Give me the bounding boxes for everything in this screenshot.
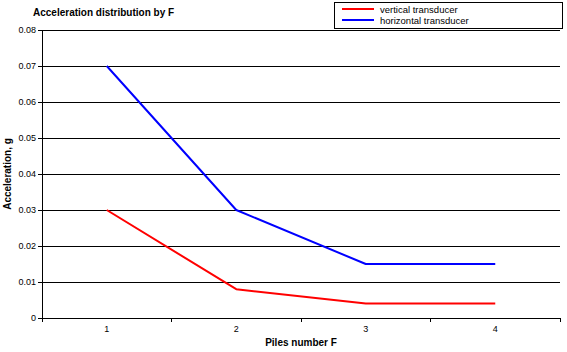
y-tick bbox=[38, 30, 42, 31]
legend bbox=[334, 2, 562, 28]
x-tick bbox=[171, 318, 172, 322]
x-tick bbox=[430, 318, 431, 322]
grid-line bbox=[42, 66, 560, 67]
y-tick-label: 0.03 bbox=[18, 205, 36, 215]
y-tick-label: 0.02 bbox=[18, 241, 36, 251]
y-tick-label: 0.01 bbox=[18, 277, 36, 287]
x-tick-label: 4 bbox=[493, 324, 498, 334]
series-line bbox=[107, 210, 496, 304]
x-tick bbox=[42, 318, 43, 322]
x-tick bbox=[560, 318, 561, 322]
y-tick-label: 0.06 bbox=[18, 97, 36, 107]
y-tick bbox=[38, 210, 42, 211]
y-tick-label: 0.08 bbox=[18, 25, 36, 35]
x-tick-label: 3 bbox=[363, 324, 368, 334]
y-axis-label: Acceleration, g bbox=[2, 138, 13, 210]
y-tick bbox=[38, 246, 42, 247]
x-tick-label: 2 bbox=[234, 324, 239, 334]
legend-label: vertical transducer bbox=[380, 4, 458, 15]
grid-line bbox=[42, 138, 560, 139]
x-tick-label: 1 bbox=[104, 324, 109, 334]
grid-line bbox=[42, 282, 560, 283]
y-axis bbox=[42, 30, 43, 318]
y-tick bbox=[38, 138, 42, 139]
y-tick bbox=[38, 318, 42, 319]
plot-area bbox=[107, 66, 496, 304]
grid-line bbox=[42, 102, 560, 103]
y-tick-label: 0 bbox=[31, 313, 36, 323]
y-tick bbox=[38, 102, 42, 103]
grid-line bbox=[42, 30, 560, 31]
chart: 0 0.01 0.02 0.03 0.04 0.05 0.06 0.07 0.08 1 2 3 4 Acc… bbox=[0, 0, 567, 352]
series-line bbox=[107, 66, 496, 264]
title: Acceleration distribution by F bbox=[33, 7, 174, 18]
y-tick bbox=[38, 174, 42, 175]
legend-swatch bbox=[342, 8, 374, 10]
y-tick bbox=[38, 282, 42, 283]
grid-line bbox=[42, 174, 560, 175]
legend-swatch bbox=[342, 19, 374, 21]
x-tick bbox=[301, 318, 302, 322]
y-tick bbox=[38, 66, 42, 67]
legend-label: horizontal transducer bbox=[380, 15, 469, 26]
x-axis-label: Piles number F bbox=[265, 337, 337, 348]
y-tick-label: 0.07 bbox=[18, 61, 36, 71]
y-tick-label: 0.05 bbox=[18, 133, 36, 143]
grid-line bbox=[42, 210, 560, 211]
grid-line bbox=[42, 246, 560, 247]
y-tick-label: 0.04 bbox=[18, 169, 36, 179]
